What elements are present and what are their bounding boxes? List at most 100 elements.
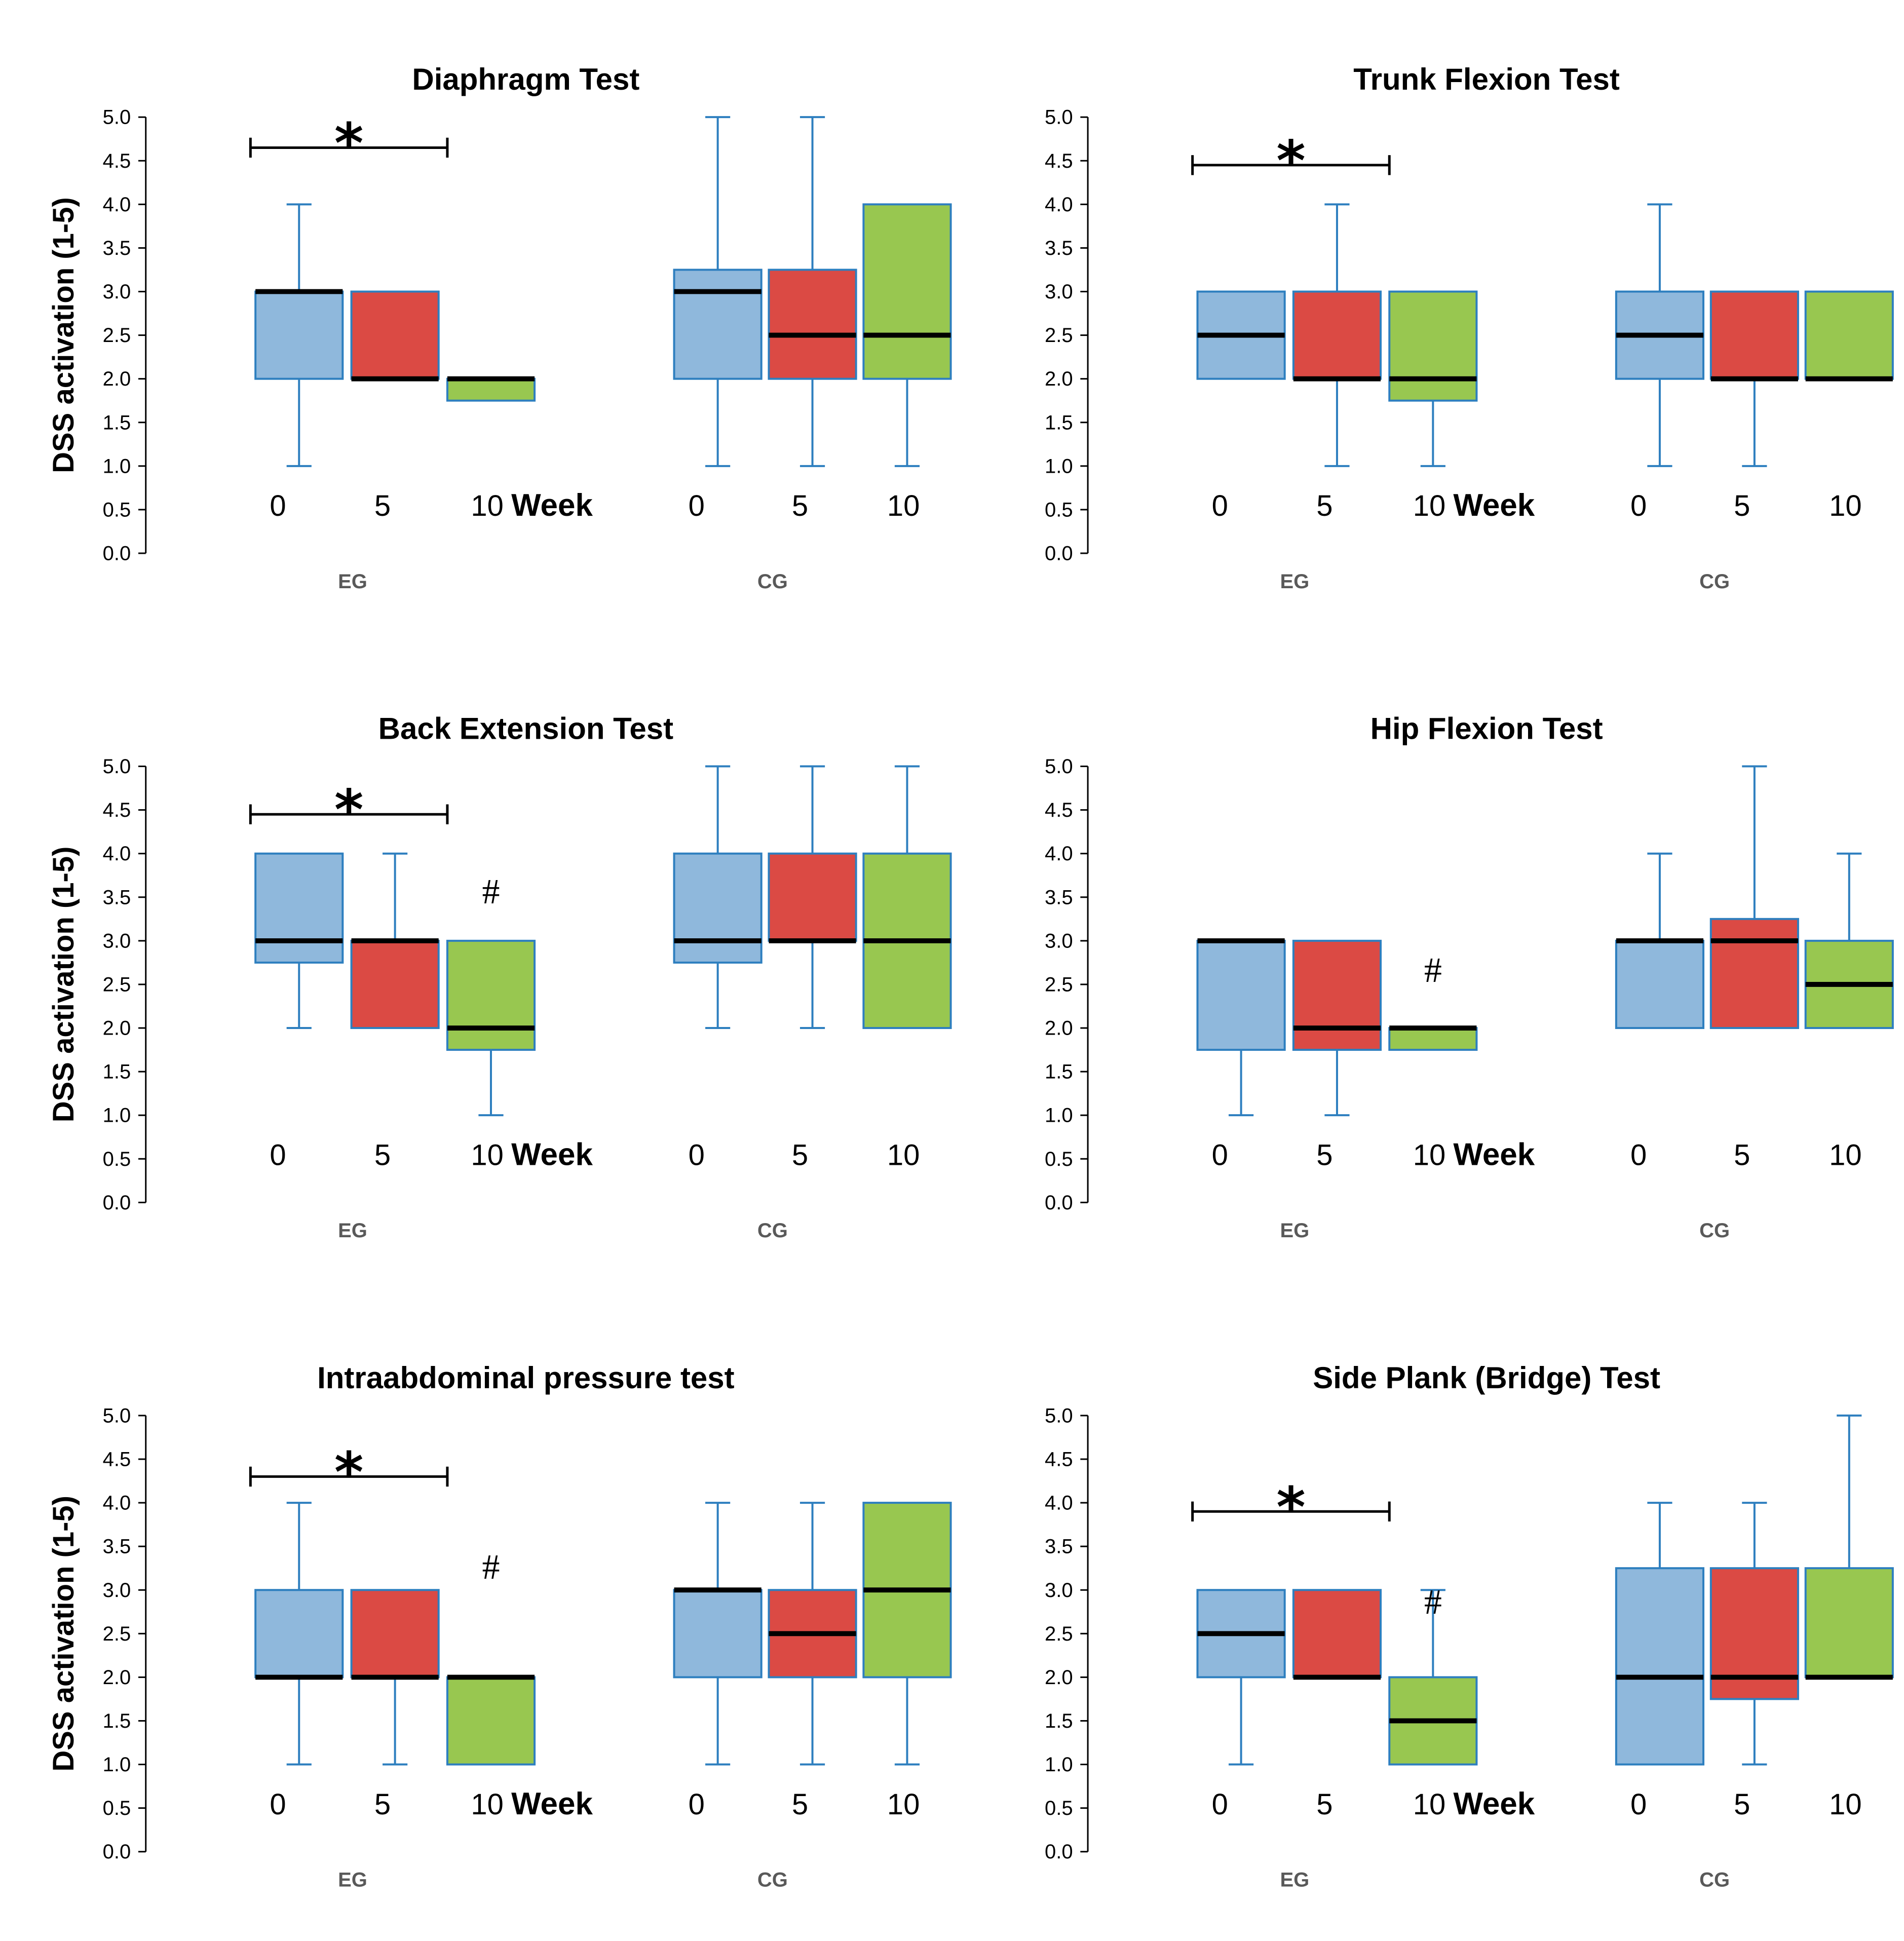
significance-star: * xyxy=(334,778,364,843)
box-iqr xyxy=(768,852,857,942)
week-tick-label: 10 xyxy=(1829,489,1862,522)
box-iqr xyxy=(1292,1589,1382,1679)
y-axis-label: DSS activation (1-5) xyxy=(47,1496,80,1772)
chart-panel-3: Back Extension Test 0.0 0.5 1.0 1.5 2.0 2.5 3.0… xyxy=(47,711,952,1242)
week-tick-label: 5 xyxy=(792,489,808,522)
week-tick-label: 10 xyxy=(1413,1788,1446,1821)
box-iqr xyxy=(350,290,440,380)
box-iqr xyxy=(1292,290,1382,380)
y-tick-label: 2.0 xyxy=(103,368,131,390)
box-eg-week-0 xyxy=(254,203,344,467)
week-tick-label: 10 xyxy=(471,1788,504,1821)
box-eg-week-10 xyxy=(1388,290,1478,467)
y-tick-label: 1.0 xyxy=(1045,455,1073,477)
y-tick-label: 3.0 xyxy=(103,930,131,952)
y-tick-label: 0.5 xyxy=(1045,1148,1073,1170)
y-tick-label: 3.5 xyxy=(1045,1536,1073,1558)
week-tick-label: 5 xyxy=(374,489,391,522)
y-tick-label: 4.0 xyxy=(103,1492,131,1514)
y-tick-label: 0.0 xyxy=(1045,1841,1073,1863)
y-tick-label: 0.5 xyxy=(103,1797,131,1819)
y-tick-label: 2.0 xyxy=(1045,1017,1073,1040)
box-iqr xyxy=(446,1676,536,1766)
group-label-eg: EG xyxy=(338,1869,367,1891)
y-tick-label: 1.0 xyxy=(1045,1105,1073,1127)
chart-title: Trunk Flexion Test xyxy=(1353,62,1620,96)
box-cg-week-5 xyxy=(768,765,857,1030)
y-tick-label: 2.0 xyxy=(1045,1666,1073,1689)
y-tick-label: 2.5 xyxy=(1045,324,1073,347)
box-cg-week-0 xyxy=(673,1502,763,1766)
y-tick-label: 4.5 xyxy=(1045,799,1073,821)
y-axis-label: DSS activation (1-5) xyxy=(47,847,80,1123)
y-tick-label: 4.0 xyxy=(103,194,131,216)
group-label-cg: CG xyxy=(1699,1220,1730,1242)
box-cg-week-0 xyxy=(1615,1502,1705,1766)
week-tick-label: 0 xyxy=(1212,1139,1228,1172)
y-tick-label: 1.0 xyxy=(1045,1754,1073,1776)
box-cg-week-5 xyxy=(1709,1502,1799,1766)
box-iqr xyxy=(1804,1567,1894,1679)
y-tick-label: 0.0 xyxy=(103,1192,131,1214)
y-tick-label: 4.5 xyxy=(103,150,131,172)
box-cg-week-10 xyxy=(862,203,952,467)
significance-hash: # xyxy=(482,1548,500,1587)
chart-title: Diaphragm Test xyxy=(412,62,639,96)
box-cg-week-10 xyxy=(1804,852,1894,1030)
box-eg-week-5 xyxy=(350,852,440,1030)
y-tick-label: 1.5 xyxy=(1045,1061,1073,1083)
y-tick-label: 2.0 xyxy=(1045,368,1073,390)
week-tick-label: 10 xyxy=(887,1788,920,1821)
y-tick-label: 3.0 xyxy=(1045,930,1073,952)
group-label-cg: CG xyxy=(1699,1869,1730,1891)
box-cg-week-10 xyxy=(862,765,952,1030)
box-iqr xyxy=(673,1589,763,1679)
chart-title: Hip Flexion Test xyxy=(1370,711,1603,745)
group-label-eg: EG xyxy=(338,570,367,593)
box-eg-week-10 xyxy=(1388,1589,1478,1766)
week-tick-label: 10 xyxy=(1829,1139,1862,1172)
y-tick-label: 1.0 xyxy=(103,455,131,477)
box-eg-week-0 xyxy=(1196,1589,1286,1766)
y-tick-label: 4.0 xyxy=(1045,843,1073,865)
week-tick-label: 5 xyxy=(1734,489,1750,522)
week-tick-label: 0 xyxy=(689,489,705,522)
group-label-eg: EG xyxy=(1280,1220,1309,1242)
box-eg-week-10 xyxy=(446,376,536,402)
group-label-cg: CG xyxy=(757,1869,788,1891)
y-tick-label: 4.0 xyxy=(103,843,131,865)
y-tick-label: 3.0 xyxy=(1045,1579,1073,1602)
chart-panel-2: Trunk Flexion Test 0.0 0.5 1.0 1.5 2.0 2.5 3.0 3… xyxy=(1045,62,1894,593)
y-tick-label: 2.5 xyxy=(1045,1623,1073,1645)
y-tick-label: 5.0 xyxy=(1045,755,1073,778)
week-tick-label: 0 xyxy=(270,1139,286,1172)
y-tick-label: 4.5 xyxy=(103,1449,131,1471)
week-tick-label: 10 xyxy=(471,489,504,522)
box-iqr xyxy=(1804,290,1894,380)
y-tick-label: 2.0 xyxy=(103,1666,131,1689)
box-eg-week-10 xyxy=(1388,1025,1478,1051)
y-axis-label: DSS activation (1-5) xyxy=(47,197,80,473)
y-tick-label: 0.5 xyxy=(1045,1797,1073,1819)
box-cg-week-5 xyxy=(768,1502,857,1766)
box-iqr xyxy=(1196,939,1286,1051)
y-tick-label: 3.0 xyxy=(103,1579,131,1602)
y-tick-label: 3.5 xyxy=(1045,886,1073,908)
box-eg-week-5 xyxy=(1292,939,1382,1117)
box-iqr xyxy=(1388,290,1478,402)
box-iqr xyxy=(446,939,536,1051)
box-iqr xyxy=(768,269,857,380)
week-tick-label: 5 xyxy=(1316,489,1332,522)
y-tick-label: 3.5 xyxy=(1045,237,1073,259)
y-tick-label: 1.5 xyxy=(1045,1710,1073,1732)
week-axis-label: Week xyxy=(1453,1786,1535,1821)
y-tick-label: 5.0 xyxy=(1045,1404,1073,1427)
box-iqr xyxy=(350,939,440,1030)
chart-panel-1: Diaphragm Test 0.0 0.5 1.0 1.5 2.0 2.5 3.0 3.5 4.… xyxy=(47,62,952,593)
y-tick-label: 5.0 xyxy=(103,755,131,778)
y-tick-label: 5.0 xyxy=(103,1404,131,1427)
chart-panel-4: Hip Flexion Test 0.0 0.5 1.0 1.5 2.0 2.5 3.0 3.5… xyxy=(1045,711,1894,1242)
week-tick-label: 10 xyxy=(1829,1788,1862,1821)
y-tick-label: 0.0 xyxy=(1045,543,1073,565)
